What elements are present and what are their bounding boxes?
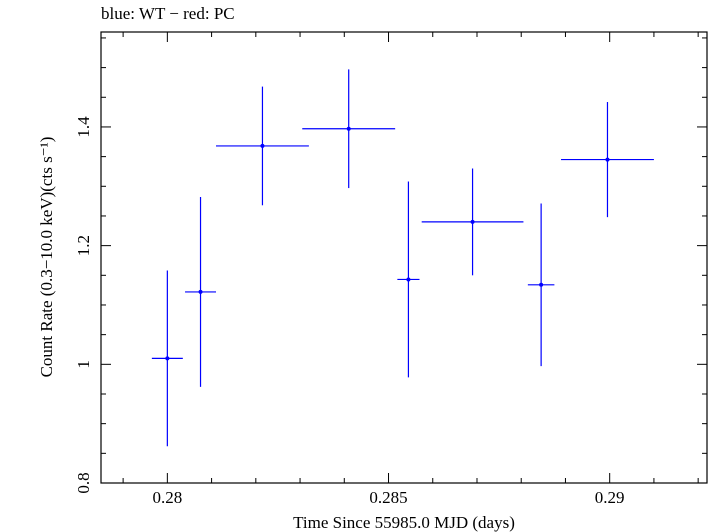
x-axis-label: Time Since 55985.0 MJD (days) [293, 513, 515, 532]
y-tick-label: 1.2 [74, 235, 93, 256]
data-marker [605, 157, 610, 162]
data-marker [346, 126, 351, 131]
y-tick-label: 0.8 [74, 472, 93, 493]
data-marker [260, 143, 265, 148]
data-point [561, 102, 654, 218]
data-marker [165, 356, 170, 361]
data-point [185, 196, 217, 387]
plot-frame [100, 31, 708, 484]
data-point [397, 181, 420, 378]
data-point [527, 203, 555, 367]
data-marker [470, 219, 475, 224]
chart-caption: blue: WT − red: PC [101, 4, 235, 23]
x-tick-label: 0.285 [369, 488, 407, 507]
data-marker [198, 289, 203, 294]
y-tick-label: 1.4 [74, 116, 93, 138]
data-point [421, 168, 524, 276]
y-axis-label: Count Rate (0.3−10.0 keV)(cts s⁻¹) [37, 137, 56, 378]
x-tick-label: 0.28 [152, 488, 182, 507]
data-marker [539, 282, 544, 287]
data-point [151, 270, 183, 447]
x-tick-label: 0.29 [595, 488, 625, 507]
y-tick-label: 1 [74, 360, 93, 369]
data-point [302, 69, 396, 189]
data-marker [406, 277, 411, 282]
data-point [216, 86, 309, 206]
